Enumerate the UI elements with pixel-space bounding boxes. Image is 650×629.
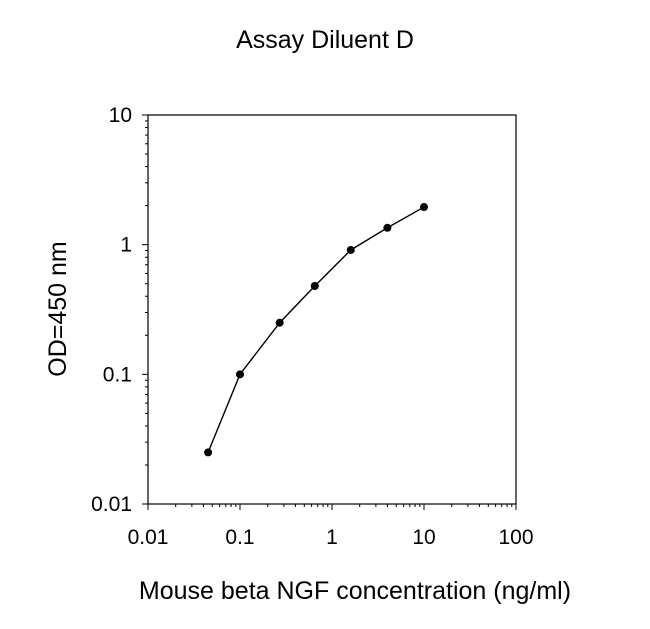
y-tick-label: 1 xyxy=(120,234,132,257)
series-group xyxy=(204,203,428,457)
series-line xyxy=(207,206,425,453)
x-tick-label: 10 xyxy=(412,526,435,549)
x-tick-label: 1 xyxy=(326,526,338,549)
data-point xyxy=(310,281,319,290)
x-axis-label: Mouse beta NGF concentration (ng/ml) xyxy=(139,577,571,605)
x-tick-label: 0.01 xyxy=(128,526,169,549)
plot-frame xyxy=(147,114,517,505)
chart-title: Assay Diluent D xyxy=(236,26,414,54)
y-tick-label: 0.01 xyxy=(91,493,132,516)
y-axis-label: OD=450 nm xyxy=(44,241,72,377)
data-point xyxy=(346,245,355,254)
data-point xyxy=(204,448,213,457)
data-point xyxy=(236,370,244,379)
data-point xyxy=(383,223,392,232)
x-tick-label: 0.1 xyxy=(225,526,254,549)
data-point xyxy=(275,318,284,327)
y-tick-label: 0.1 xyxy=(103,363,132,386)
axis-ticks: 0.01 0.1 1 10 100 0.01 0.1 1 10 xyxy=(91,104,533,549)
data-point xyxy=(420,203,428,212)
y-tick-label: 10 xyxy=(109,104,132,127)
x-tick-label: 100 xyxy=(498,526,533,549)
